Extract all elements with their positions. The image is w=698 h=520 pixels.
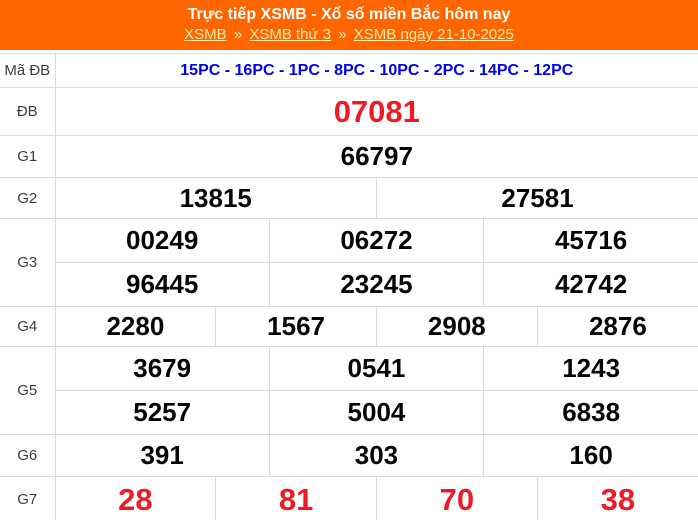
special-code-value: 15PC - 16PC - 1PC - 8PC - 10PC - 2PC - 1… bbox=[54, 53, 698, 88]
row-g6: G6 391 303 160 bbox=[0, 434, 698, 477]
row-g2: G2 13815 27581 bbox=[0, 177, 698, 219]
prize-value-cell: 13815 bbox=[54, 177, 377, 219]
prize-value-cell: 1243 bbox=[483, 346, 698, 391]
row-g7: G7 28 81 70 38 bbox=[0, 476, 698, 520]
page-header: Trực tiếp XSMB - Xổ số miền Bắc hôm nay … bbox=[0, 0, 698, 50]
row-g5-line1: G5 3679 0541 1243 bbox=[0, 346, 698, 435]
prize-value-cell: 0541 bbox=[268, 346, 485, 391]
prize-value-cell: 06272 bbox=[268, 218, 485, 263]
prize-value-cell: 2908 bbox=[375, 306, 538, 347]
prize-value-cell: 70 bbox=[375, 476, 538, 520]
page-title: Trực tiếp XSMB - Xổ số miền Bắc hôm nay bbox=[187, 6, 511, 23]
row-g3-line2: 96445 23245 42742 bbox=[0, 262, 698, 307]
breadcrumb: XSMB » XSMB thứ 3 » XSMB ngày 21-10-2025 bbox=[0, 26, 698, 44]
prize-value-cell: 23245 bbox=[268, 262, 485, 307]
prize-label-g5: G5 bbox=[0, 346, 56, 435]
prize-label-g6: G6 bbox=[0, 434, 56, 477]
prize-value-cell: 38 bbox=[536, 476, 698, 520]
prize-label-g3: G3 bbox=[0, 218, 56, 307]
breadcrumb-link-xsmb-ngay[interactable]: XSMB ngày 21-10-2025 bbox=[353, 26, 514, 43]
prize-value-cell: 5257 bbox=[55, 390, 270, 435]
prize-value-cell: 2876 bbox=[536, 306, 698, 347]
prize-value-cell: 28 bbox=[54, 476, 217, 520]
breadcrumb-separator: » bbox=[338, 26, 347, 43]
prize-label-g1: G1 bbox=[0, 135, 56, 178]
prize-label-ma-db: Mã ĐB bbox=[0, 53, 56, 88]
breadcrumb-link-xsmb-thu-3[interactable]: XSMB thứ 3 bbox=[249, 26, 332, 43]
prize-value-cell: 66797 bbox=[54, 135, 698, 178]
prize-value-cell: 5004 bbox=[268, 390, 485, 435]
prize-label-g7: G7 bbox=[0, 476, 56, 520]
prize-value-cell: 160 bbox=[483, 434, 698, 477]
lottery-results-table: Mã ĐB 15PC - 16PC - 1PC - 8PC - 10PC - 2… bbox=[0, 53, 698, 520]
breadcrumb-separator: » bbox=[233, 26, 243, 43]
breadcrumb-link-xsmb[interactable]: XSMB bbox=[184, 26, 227, 43]
prize-label-db: ĐB bbox=[0, 87, 56, 136]
row-ma-db: Mã ĐB 15PC - 16PC - 1PC - 8PC - 10PC - 2… bbox=[0, 53, 698, 88]
prize-value-cell: 27581 bbox=[375, 177, 698, 219]
prize-label-g2: G2 bbox=[0, 177, 56, 219]
row-g3-line1: G3 00249 06272 45716 bbox=[0, 218, 698, 307]
prize-value-cell: 391 bbox=[54, 434, 270, 477]
special-prize-value: 07081 bbox=[54, 87, 698, 136]
row-g4: G4 2280 1567 2908 2876 bbox=[0, 306, 698, 347]
prize-value-cell: 45716 bbox=[483, 218, 698, 263]
row-g1: G1 66797 bbox=[0, 135, 698, 178]
prize-value-cell: 3679 bbox=[54, 346, 270, 391]
prize-value-cell: 42742 bbox=[483, 262, 698, 307]
prize-value-cell: 00249 bbox=[54, 218, 270, 263]
prize-value-cell: 2280 bbox=[54, 306, 217, 347]
prize-value-cell: 1567 bbox=[215, 306, 377, 347]
prize-value-cell: 6838 bbox=[483, 390, 698, 435]
row-g5-line2: 5257 5004 6838 bbox=[0, 390, 698, 435]
row-db: ĐB 07081 bbox=[0, 87, 698, 136]
prize-value-cell: 96445 bbox=[55, 262, 270, 307]
prize-label-g4: G4 bbox=[0, 306, 56, 347]
prize-value-cell: 81 bbox=[215, 476, 377, 520]
prize-value-cell: 303 bbox=[268, 434, 485, 477]
